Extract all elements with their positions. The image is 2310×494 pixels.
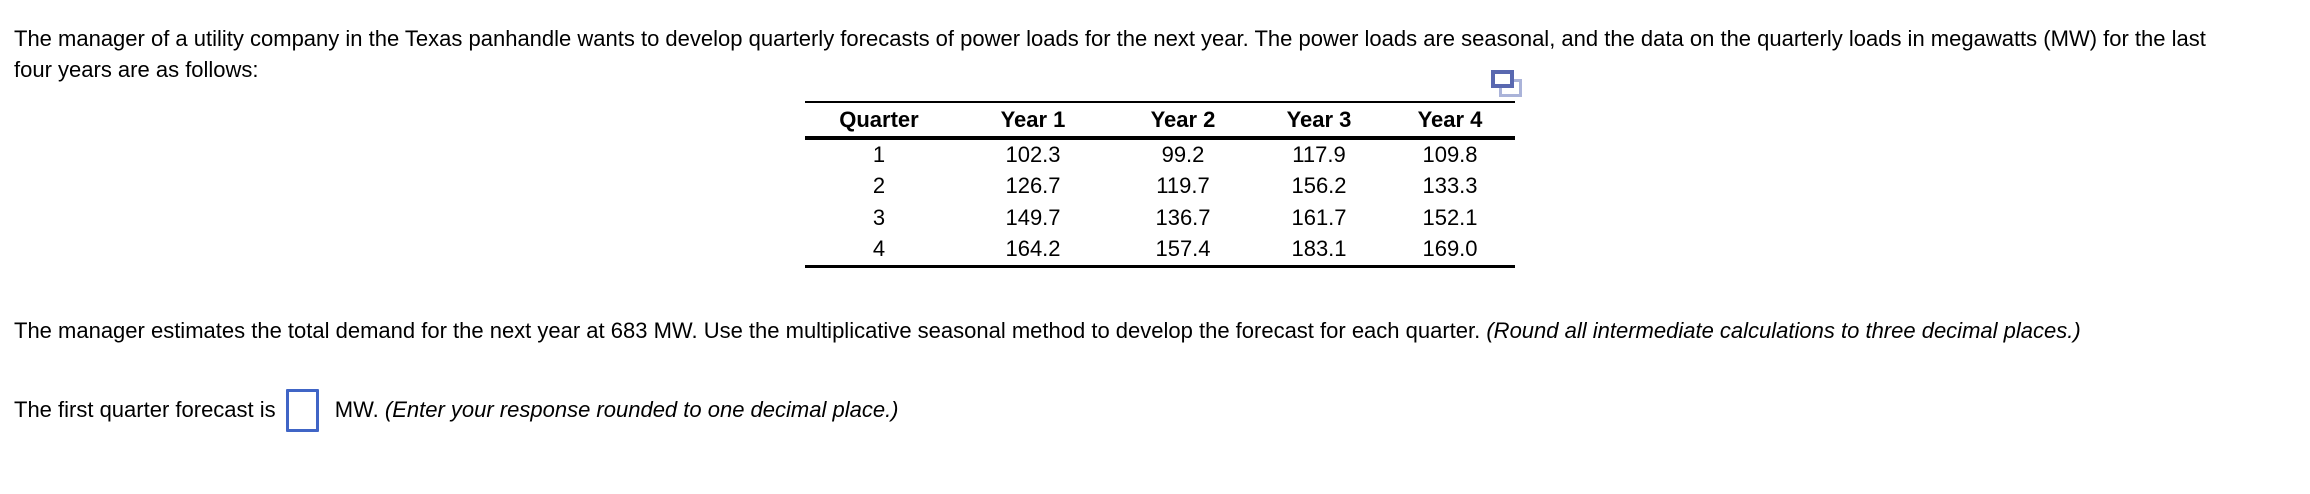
table-header-year1: Year 1	[1000, 106, 1066, 132]
cell-value: 149.7	[1005, 205, 1061, 230]
answer-rounding-note: (Enter your response rounded to one deci…	[384, 397, 899, 422]
cell-value: 164.2	[1005, 236, 1061, 262]
answer-prefix-text: The first quarter forecast is	[14, 397, 276, 422]
instruction-text: The manager estimates the total demand f…	[14, 318, 1487, 343]
answer-unit-text: MW.	[328, 397, 385, 422]
instruction-paragraph: The manager estimates the total demand f…	[14, 315, 2244, 346]
table-header-year2: Year 2	[1150, 106, 1216, 132]
table-row: 4 164.2 157.4 183.1 169.0	[805, 234, 1515, 266]
cell-value: 157.4	[1155, 236, 1211, 262]
answer-input[interactable]	[285, 388, 319, 432]
cell-quarter: 2	[872, 173, 886, 198]
table-header-year4: Year 4	[1417, 106, 1483, 132]
table-row: 3 149.7 136.7 161.7 152.1	[805, 202, 1515, 234]
table-header-year3: Year 3	[1286, 106, 1352, 132]
cell-value: 117.9	[1292, 142, 1346, 167]
cell-value: 169.0	[1422, 236, 1478, 262]
cell-value: 152.1	[1422, 205, 1478, 230]
copy-icon-front-rect	[1491, 70, 1514, 88]
cell-quarter: 4	[872, 236, 886, 262]
cell-quarter: 3	[872, 205, 886, 230]
copy-icon[interactable]	[1491, 70, 1522, 98]
cell-value: 136.7	[1155, 205, 1211, 230]
table-header-quarter: Quarter	[839, 106, 919, 132]
cell-value: 161.7	[1291, 205, 1347, 230]
cell-value: 183.1	[1291, 236, 1347, 262]
instruction-rounding-note: (Round all intermediate calculations to …	[1486, 318, 2081, 343]
table-row: 1 102.3 99.2 117.9 109.8	[805, 138, 1515, 170]
table-row: 2 126.7 119.7 156.2 133.3	[805, 170, 1515, 202]
cell-value: 133.3	[1422, 173, 1478, 198]
intro-paragraph: The manager of a utility company in the …	[14, 26, 2206, 82]
cell-value: 156.2	[1291, 173, 1347, 198]
cell-value: 102.3	[1005, 142, 1061, 167]
table-header-row: Quarter Year 1 Year 2 Year 3 Year 4	[805, 102, 1515, 138]
answer-line: The first quarter forecast is MW. (Enter…	[14, 387, 899, 433]
cell-value: 109.8	[1422, 142, 1478, 167]
quarterly-loads-table: Quarter Year 1 Year 2 Year 3 Year 4 1 10…	[805, 101, 1515, 268]
cell-value: 119.7	[1156, 173, 1210, 198]
cell-quarter: 1	[872, 142, 886, 167]
cell-value: 99.2	[1161, 142, 1205, 167]
cell-value: 126.7	[1005, 173, 1061, 198]
